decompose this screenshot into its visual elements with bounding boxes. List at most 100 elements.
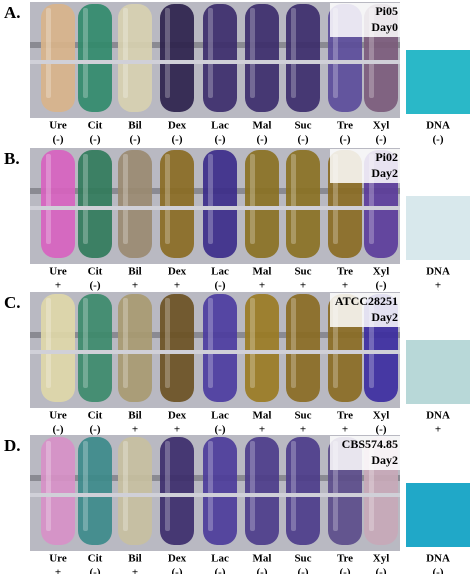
tube	[118, 294, 152, 402]
test-result: (-)	[215, 134, 226, 146]
tube-glare	[291, 298, 296, 388]
test-label: Xyl	[373, 120, 390, 132]
test-result: +	[300, 280, 306, 292]
tube-glare	[250, 154, 255, 244]
tube-glare	[208, 298, 213, 388]
tube	[286, 437, 320, 545]
tube-glare	[208, 154, 213, 244]
test-result: (-)	[376, 567, 387, 574]
test-label: Tre	[337, 120, 353, 132]
tube-glare	[165, 298, 170, 388]
panel: B. Pi02 Day2 Ure + Cit (-) Bil + Dex + Lac (-) Mal + Su…	[4, 148, 470, 292]
day: Day2	[371, 166, 398, 180]
test-result: +	[132, 567, 138, 574]
tube	[118, 150, 152, 258]
test-result: (-)	[376, 134, 387, 146]
test-result: (-)	[215, 567, 226, 574]
dna-plate	[406, 50, 470, 114]
tube	[203, 437, 237, 545]
tube-glare	[250, 441, 255, 531]
test-result: +	[132, 424, 138, 436]
test-result: +	[55, 567, 61, 574]
test-result: +	[174, 424, 180, 436]
test-result: (-)	[257, 134, 268, 146]
strain-box	[330, 436, 400, 470]
day: Day2	[371, 310, 398, 324]
test-result: (-)	[215, 424, 226, 436]
test-label: Bil	[128, 410, 141, 422]
dna-label: DNA	[426, 266, 450, 278]
tube-glare	[83, 154, 88, 244]
tube-glare	[83, 8, 88, 98]
test-label: Tre	[337, 266, 353, 278]
dna-label: DNA	[426, 553, 450, 565]
tube-glare	[83, 441, 88, 531]
dna-plate	[406, 483, 470, 547]
tube	[245, 4, 279, 112]
test-label: Bil	[128, 120, 141, 132]
dna-label: DNA	[426, 120, 450, 132]
test-label: Lac	[211, 120, 229, 132]
rack-bar	[30, 206, 400, 210]
rack-bar	[30, 60, 400, 64]
test-label: Tre	[337, 410, 353, 422]
test-label: Ure	[49, 120, 67, 132]
tube	[286, 150, 320, 258]
rack-bar	[30, 350, 400, 354]
test-label: Cit	[88, 266, 103, 278]
test-result: +	[342, 280, 348, 292]
panel: A. Pi05 Day0 Ure (-) Cit (-) Bil (-) Dex (-) Lac (-)…	[4, 2, 470, 146]
tube	[245, 150, 279, 258]
test-label: Xyl	[373, 553, 390, 565]
test-label: Dex	[168, 266, 187, 278]
test-result: (-)	[90, 567, 101, 574]
test-result: (-)	[340, 567, 351, 574]
test-result: (-)	[90, 134, 101, 146]
test-label: Mal	[253, 553, 272, 565]
test-result: +	[132, 280, 138, 292]
tube-glare	[250, 8, 255, 98]
strain: CBS574.85	[342, 437, 398, 451]
test-result: (-)	[215, 280, 226, 292]
tube	[160, 150, 194, 258]
test-label: Cit	[88, 553, 103, 565]
tube-glare	[208, 8, 213, 98]
test-result: (-)	[257, 567, 268, 574]
test-result: (-)	[376, 280, 387, 292]
tube-glare	[46, 441, 51, 531]
test-label: Bil	[128, 553, 141, 565]
tube-glare	[123, 441, 128, 531]
test-label: Lac	[211, 553, 229, 565]
panel-label: A.	[4, 3, 21, 22]
tube-glare	[123, 8, 128, 98]
test-label: Tre	[337, 553, 353, 565]
test-result: (-)	[172, 567, 183, 574]
tube-glare	[291, 441, 296, 531]
test-label: Ure	[49, 266, 67, 278]
tube-glare	[123, 154, 128, 244]
test-label: Suc	[294, 266, 311, 278]
rack-bar	[30, 493, 400, 497]
dna-result: +	[435, 280, 441, 292]
strain-box	[330, 3, 400, 37]
strain: ATCC28251	[335, 294, 398, 308]
tube	[245, 437, 279, 545]
tube	[286, 294, 320, 402]
test-label: Xyl	[373, 266, 390, 278]
test-label: Mal	[253, 120, 272, 132]
test-result: +	[259, 280, 265, 292]
tube	[203, 294, 237, 402]
tube-glare	[83, 298, 88, 388]
tube	[245, 294, 279, 402]
panel-label: B.	[4, 149, 20, 168]
tube	[78, 294, 112, 402]
panel: D. CBS574.85 Day2 Ure + Cit (-) Bil + Dex (-) Lac (-…	[4, 435, 470, 574]
test-result: (-)	[90, 424, 101, 436]
dna-result: (-)	[433, 567, 444, 574]
test-label: Ure	[49, 410, 67, 422]
panel: C. ATCC28251 Day2 Ure (-) Cit (-) Bil + Dex + Lac (-…	[4, 292, 470, 436]
tube	[78, 4, 112, 112]
dna-plate	[406, 340, 470, 404]
strain: Pi05	[375, 4, 398, 18]
tube	[160, 437, 194, 545]
